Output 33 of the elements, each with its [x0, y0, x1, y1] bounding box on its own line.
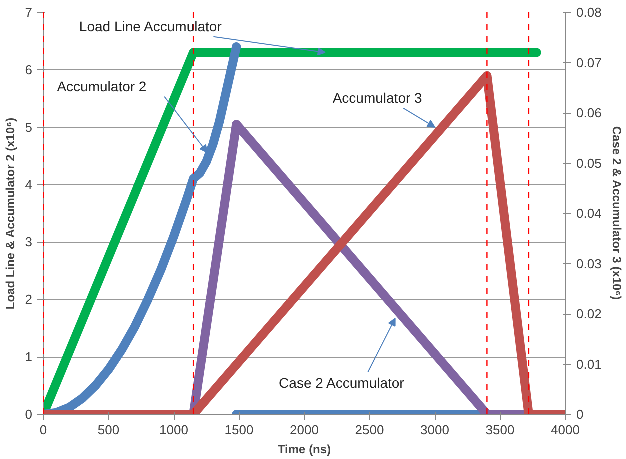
y2-tick-label: 0.04 [576, 206, 602, 221]
x-tick-label: 0 [40, 422, 48, 438]
y-axis-title: Load Line & Accumulator 2 (x10⁶) [3, 118, 18, 310]
y2-tick-label: 0.06 [576, 106, 602, 120]
x-tick-label: 1500 [224, 422, 254, 438]
y-tick-label: 6 [25, 62, 33, 78]
y2-tick-label: 0 [576, 407, 584, 422]
x-tick-label: 4000 [551, 422, 580, 438]
y2-tick-label: 0.05 [576, 156, 602, 171]
y2-tick-label: 0.02 [576, 306, 602, 322]
y2-tick-label: 0.07 [576, 55, 602, 70]
y-tick-label: 4 [25, 177, 33, 192]
y-tick-label: 1 [25, 350, 33, 365]
x-tick-label: 3500 [486, 422, 515, 438]
y2-tick-label: 0.03 [576, 256, 602, 272]
annotation: Accumulator 2 [57, 78, 147, 94]
annotation: Load Line Accumulator [79, 18, 222, 34]
y-tick-label: 3 [25, 234, 33, 250]
x-tick-label: 1000 [160, 422, 188, 438]
x-tick-label: 2500 [355, 422, 384, 438]
y-tick-label: 0 [25, 407, 33, 422]
y2-tick-label: 0.08 [576, 5, 602, 20]
y-tick-label: 5 [25, 120, 33, 135]
x-tick-label: 2000 [290, 422, 319, 438]
x-tick-label: 500 [98, 422, 120, 438]
annotation: Case 2 Accumulator [279, 374, 405, 391]
y-tick-label: 7 [25, 5, 33, 20]
y-tick-label: 2 [25, 292, 33, 308]
x-tick-label: 3000 [420, 422, 450, 438]
annotation: Accumulator 3 [332, 90, 423, 106]
x-axis-title: Time (ns) [278, 442, 332, 456]
y2-axis-title: Case 2 & Accumulator 3 (x10⁶) [610, 126, 624, 300]
y2-tick-label: 0.01 [576, 356, 602, 372]
